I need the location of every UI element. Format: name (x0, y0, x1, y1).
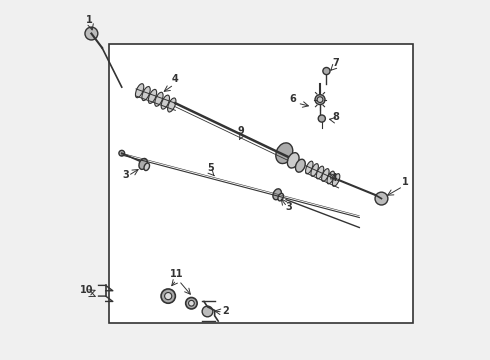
Ellipse shape (321, 168, 329, 181)
Ellipse shape (161, 95, 170, 109)
Circle shape (323, 67, 330, 75)
Text: 2: 2 (222, 306, 229, 316)
Circle shape (161, 289, 175, 303)
Ellipse shape (327, 171, 335, 184)
Bar (109, 44, 413, 323)
Ellipse shape (295, 159, 305, 172)
Text: 3: 3 (285, 202, 292, 212)
Ellipse shape (278, 193, 284, 201)
Ellipse shape (135, 84, 144, 98)
Text: 9: 9 (237, 126, 244, 136)
Circle shape (315, 95, 325, 105)
Circle shape (85, 27, 98, 40)
Circle shape (317, 97, 323, 103)
Ellipse shape (144, 163, 149, 171)
Ellipse shape (142, 86, 150, 100)
Ellipse shape (276, 143, 293, 163)
Ellipse shape (316, 166, 324, 179)
Text: 5: 5 (208, 163, 215, 173)
Text: 1: 1 (402, 177, 409, 187)
Ellipse shape (273, 189, 281, 200)
Text: 11: 11 (170, 269, 183, 279)
Ellipse shape (148, 89, 157, 103)
Circle shape (318, 115, 325, 122)
Circle shape (375, 192, 388, 205)
Ellipse shape (139, 158, 147, 170)
Ellipse shape (155, 92, 163, 106)
Text: 10: 10 (80, 285, 94, 295)
Circle shape (189, 300, 194, 306)
Text: 1: 1 (86, 15, 93, 25)
Circle shape (202, 306, 213, 317)
Text: 8: 8 (333, 112, 340, 122)
Ellipse shape (168, 98, 176, 112)
Ellipse shape (287, 153, 299, 168)
Text: 7: 7 (333, 58, 340, 68)
Text: 3: 3 (122, 170, 129, 180)
Text: 4: 4 (330, 173, 337, 183)
Ellipse shape (306, 161, 313, 174)
Text: 6: 6 (290, 94, 296, 104)
Circle shape (119, 150, 124, 156)
Text: 4: 4 (172, 74, 179, 84)
Circle shape (186, 297, 197, 309)
Ellipse shape (311, 164, 318, 176)
Ellipse shape (332, 174, 340, 186)
Circle shape (165, 293, 172, 300)
